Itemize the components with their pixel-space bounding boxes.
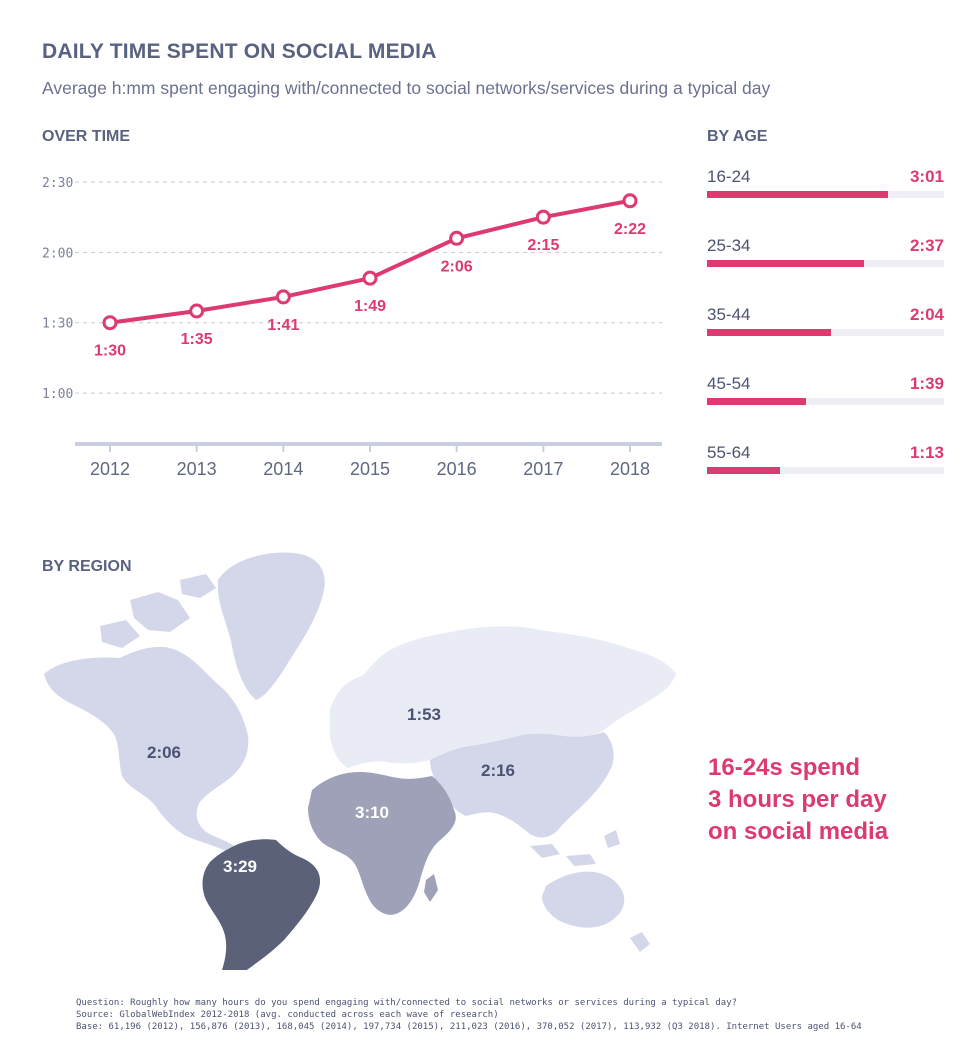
x-tick-label: 2015 xyxy=(350,459,390,479)
map-region-arctic-islands xyxy=(100,574,216,648)
age-bar-value: 1:39 xyxy=(909,374,944,393)
data-label: 1:49 xyxy=(354,298,386,315)
line-chart: 1:001:302:002:30 2012 2013 2014 2015 2016 201… xyxy=(42,176,662,479)
region-label-middle-east-africa: 3:10 xyxy=(355,803,389,822)
age-bar-row: 35-44 2:04 xyxy=(707,305,944,345)
section-title-by-region: BY REGION xyxy=(42,558,132,575)
y-tick-label: 1:30 xyxy=(42,317,73,332)
x-tick-label: 2018 xyxy=(610,459,650,479)
line-chart-points xyxy=(102,193,638,331)
region-label-europe: 1:53 xyxy=(407,705,441,724)
age-bar-label: 55-64 xyxy=(707,443,751,462)
data-point xyxy=(535,209,551,225)
data-point xyxy=(275,289,291,305)
map-region-north-america xyxy=(44,646,249,852)
age-bar-row: 16-24 3:01 xyxy=(707,167,944,207)
age-bar-fill xyxy=(707,191,888,198)
age-bar-value: 2:04 xyxy=(909,305,944,324)
map-region-se-asia-islands xyxy=(530,830,620,866)
age-bar-track xyxy=(707,398,944,405)
y-tick-label: 2:00 xyxy=(42,246,73,261)
age-bar-label: 25-34 xyxy=(707,236,751,255)
x-tick-label: 2012 xyxy=(90,459,130,479)
callout-line-3: on social media xyxy=(708,818,889,845)
map-region-latin-america xyxy=(202,839,320,970)
map-region-australia xyxy=(542,871,650,952)
page-subtitle: Average h:mm spent engaging with/connect… xyxy=(42,78,771,98)
data-label: 1:35 xyxy=(181,331,213,348)
callout-line-2: 3 hours per day xyxy=(708,786,887,813)
age-bar-row: 55-64 1:13 xyxy=(707,443,944,483)
age-bar-value: 2:37 xyxy=(909,236,944,255)
footer-question: Question: Roughly how many hours do you … xyxy=(76,998,738,1008)
x-tick-label: 2013 xyxy=(177,459,217,479)
data-label: 1:30 xyxy=(94,343,126,360)
age-bar-label: 16-24 xyxy=(707,167,751,186)
section-title-by-age: BY AGE xyxy=(707,128,768,145)
map-region-middle-east-africa xyxy=(308,772,456,915)
page-title: DAILY TIME SPENT ON SOCIAL MEDIA xyxy=(42,40,437,63)
region-label-asia-pacific: 2:16 xyxy=(481,761,515,780)
age-bar-track xyxy=(707,260,944,267)
data-point xyxy=(189,303,205,319)
region-label-latin-america: 3:29 xyxy=(223,857,257,876)
age-bar-label: 45-54 xyxy=(707,374,751,393)
x-tick-label: 2014 xyxy=(263,459,303,479)
world-map: 2:06 1:53 2:16 3:10 3:29 xyxy=(44,552,676,970)
data-point xyxy=(362,270,378,286)
section-title-over-time: OVER TIME xyxy=(42,128,131,145)
age-bar-track xyxy=(707,329,944,336)
map-region-madagascar xyxy=(424,874,438,902)
age-bar-fill xyxy=(707,467,780,474)
data-point xyxy=(622,193,638,209)
line-chart-y-ticks: 1:00 1:30 2:00 2:30 xyxy=(42,176,73,402)
line-chart-data-labels: 1:30 1:35 1:41 1:49 2:06 2:15 2:22 xyxy=(94,221,646,360)
line-chart-grid xyxy=(75,181,662,394)
line-chart-x-ticks: 2012 2013 2014 2015 2016 2017 2018 xyxy=(90,444,650,479)
data-label: 2:15 xyxy=(527,237,559,254)
map-region-asia-pacific xyxy=(430,732,614,838)
x-tick-label: 2017 xyxy=(523,459,563,479)
age-bar-row: 25-34 2:37 xyxy=(707,236,944,276)
data-point xyxy=(449,230,465,246)
x-tick-label: 2016 xyxy=(437,459,477,479)
age-bar-row: 45-54 1:39 xyxy=(707,374,944,414)
age-bar-track xyxy=(707,191,944,198)
callout-line-1: 16-24s spend xyxy=(708,754,861,781)
footer-base: Base: 61,196 (2012), 156,876 (2013), 168… xyxy=(76,1022,862,1032)
map-labels: 2:06 1:53 2:16 3:10 3:29 xyxy=(147,705,515,876)
age-bar-fill xyxy=(707,260,864,267)
data-label: 1:41 xyxy=(267,317,299,334)
age-bar-value: 1:13 xyxy=(909,443,944,462)
footer-source: Source: GlobalWebIndex 2012-2018 (avg. c… xyxy=(76,1010,499,1020)
y-tick-label: 2:30 xyxy=(42,176,73,191)
data-label: 2:06 xyxy=(441,258,473,275)
region-label-north-america: 2:06 xyxy=(147,743,181,762)
age-bar-fill xyxy=(707,329,831,336)
age-bar-label: 35-44 xyxy=(707,305,751,324)
map-region-greenland xyxy=(217,552,325,700)
data-label: 2:22 xyxy=(614,221,646,238)
callout: 16-24s spend 3 hours per day on social m… xyxy=(708,752,968,848)
age-bar-fill xyxy=(707,398,806,405)
y-tick-label: 1:00 xyxy=(42,387,73,402)
age-bar-track xyxy=(707,467,944,474)
map-region-europe xyxy=(330,626,676,768)
age-bar-value: 3:01 xyxy=(909,167,944,186)
data-point xyxy=(102,315,118,331)
